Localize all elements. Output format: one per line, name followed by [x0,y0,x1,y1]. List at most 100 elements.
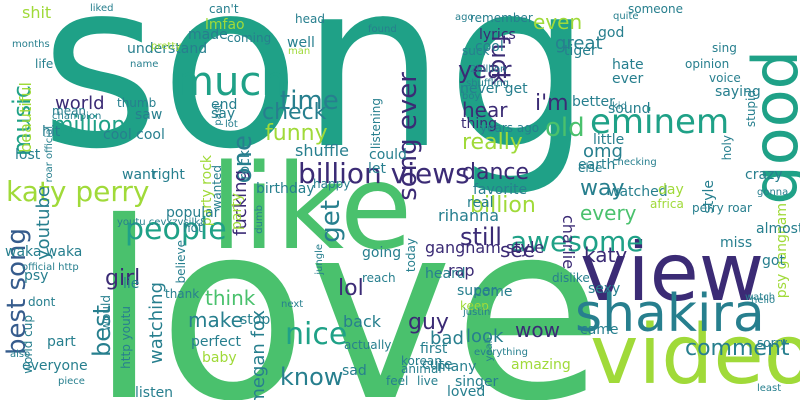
word-song-ever: song ever [393,72,423,201]
word-lot: lot [225,119,238,130]
word-video: video [590,308,800,400]
word-comment: comment [685,336,790,361]
word-understand: understand [127,41,208,57]
word-year: year [458,56,512,84]
word-lyrics: lyrics [479,27,516,43]
word-say: say [211,106,236,122]
word-old: old [545,113,585,143]
word-rihanna: rihanna [438,206,500,225]
word-gonna: gonna [757,187,789,198]
word-still: still [460,223,502,251]
word-song: song [40,0,593,200]
word-saying: saying [715,84,761,100]
word-kid: kid [612,101,627,112]
word-hit: hit [42,124,61,140]
word-past: past [213,104,224,126]
word-believe: believe [174,240,188,284]
word-real: real [467,195,494,211]
word-lmfao: lmfao [205,17,245,33]
word-omg: omg [583,141,623,162]
word-baby: baby [202,350,237,366]
word-lie: lie [123,276,140,292]
word-i-m: i'm [535,91,569,116]
word-watched: watched [608,184,668,200]
word-hot: hot [183,221,203,235]
word-quite: quite [613,11,639,22]
word-much: much [175,59,287,105]
word-got: got [762,253,785,269]
word-sorry: sorry [757,336,788,350]
word-katy: katy [584,243,628,267]
word-hello: hello [751,295,776,306]
word-day: day [658,182,684,198]
word-let: let [368,161,386,177]
word-checking: checking [612,157,657,168]
word-waka-waka: waka waka [5,244,83,260]
word-gangnam-style: gangnam style [425,238,545,257]
word-eminem: eminem [590,102,730,142]
word-even: even [533,10,583,34]
word-time: time [280,86,339,116]
word-watch: watch [745,292,776,303]
word-opinion: opinion [685,57,730,71]
word-could: could [369,147,407,163]
word-someone: someone [628,2,683,16]
word-love: love [90,170,604,400]
word-came: came [580,322,619,338]
word-world: world [55,93,105,114]
word-hate: hate [612,57,644,73]
word-part: part [47,334,76,350]
word-feel: feel [386,374,409,388]
word-roar-official: roar official [44,126,55,183]
word-get: get [316,200,346,243]
word-super: super [457,283,497,299]
word-suck: suck [462,44,490,58]
word-justin: justin [463,307,491,318]
word-think: think [205,286,256,310]
word-world-cup: world cup [21,315,35,374]
word-end: end [211,97,238,113]
word-lol: lol [338,276,364,301]
word-least: least [757,383,782,394]
word-man: man [288,46,311,57]
word-dont: dont [28,295,56,309]
word-years-ago: years ago [480,121,540,135]
word-party: party [229,193,245,230]
word-better: better [572,94,615,110]
word-every: every [580,201,637,225]
word-listening: listening [369,98,383,150]
word-lost: lost [15,147,41,163]
word-fuck: fuck [486,35,514,86]
word-tiger: tiger [564,43,597,59]
word-wow: wow [515,318,560,342]
word-pretty: pretty [151,41,182,52]
word-everything: everything [474,347,528,358]
word-ago: ago [455,12,474,23]
word-singer: singer [455,374,499,390]
word-sound: sound [608,101,651,117]
word-loved: loved [447,384,486,400]
word-cool: cool [475,39,504,55]
word-earth: earth [578,157,616,173]
word-liked: liked [90,3,114,14]
word-remember: remember [470,11,533,25]
word-charlie: charlie [559,215,578,270]
word-way: way [580,176,625,201]
word-crazy: crazy [745,167,783,183]
word-voice: voice [709,71,741,85]
word-thank: thank [165,287,200,301]
word-rock: rock [237,150,253,180]
word-popular: popular [166,205,220,221]
word-name: name [130,59,159,70]
word-really: really [462,130,523,155]
word-katy-perry: katy perry [6,175,150,208]
word-psy-gangnam: psy gangnam [774,203,790,299]
word-great: great [555,33,603,54]
word-next: next [281,299,304,310]
word-bad: bad [430,328,464,349]
word-2billion: 2billion [470,64,507,75]
word-awesome: awesome [510,225,644,258]
word-favorite: favorite [473,182,528,198]
word-like: like [210,138,413,276]
word-million: million [52,113,126,138]
